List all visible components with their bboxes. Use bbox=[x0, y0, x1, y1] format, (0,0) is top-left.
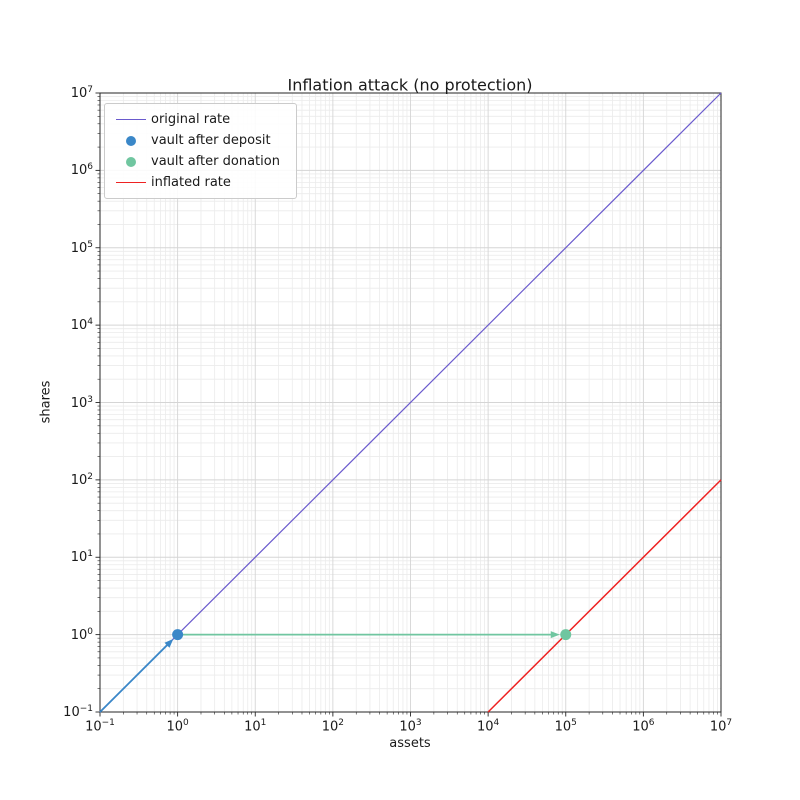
y-tick-label: 101 bbox=[70, 549, 93, 566]
legend-entry-inflated-rate: inflated rate bbox=[111, 172, 288, 193]
x-tick-label: 100 bbox=[166, 718, 189, 735]
y-axis-label: shares bbox=[38, 380, 54, 424]
y-tick-label: 103 bbox=[70, 394, 93, 411]
chart-title: Inflation attack (no protection) bbox=[287, 75, 533, 95]
x-tick-label: 106 bbox=[632, 718, 655, 735]
legend-dot-marker bbox=[111, 156, 151, 167]
y-tick-label: 107 bbox=[70, 84, 93, 102]
y-tick-label: 106 bbox=[70, 162, 93, 179]
legend-label: vault after deposit bbox=[151, 133, 271, 148]
y-tick-label: 10−1 bbox=[63, 703, 93, 721]
legend-label: original rate bbox=[151, 112, 231, 127]
y-tick-label: 100 bbox=[70, 626, 93, 643]
legend-entry-vault-after-deposit: vault after deposit bbox=[111, 130, 288, 151]
y-tick-label: 102 bbox=[70, 471, 93, 489]
legend-label: inflated rate bbox=[151, 175, 231, 190]
legend-label: vault after donation bbox=[151, 154, 280, 169]
x-tick-label: 102 bbox=[321, 718, 345, 735]
x-tick-label: 107 bbox=[709, 718, 733, 735]
legend-dot-marker bbox=[111, 135, 151, 146]
y-tick-label: 104 bbox=[70, 316, 93, 334]
legend-line-marker bbox=[111, 119, 151, 120]
x-tick-label: 101 bbox=[244, 718, 267, 735]
x-tick-label: 10−1 bbox=[85, 718, 115, 735]
legend: original rate vault after deposit vault … bbox=[104, 103, 297, 199]
x-tick-label: 105 bbox=[554, 718, 577, 735]
x-tick-label: 103 bbox=[399, 718, 422, 735]
x-axis-label: assets bbox=[389, 736, 431, 751]
legend-line-marker bbox=[111, 182, 151, 183]
y-tick-label: 105 bbox=[70, 239, 93, 256]
x-tick-label: 104 bbox=[476, 718, 500, 735]
legend-entry-vault-after-donation: vault after donation bbox=[111, 151, 288, 172]
legend-entry-original-rate: original rate bbox=[111, 109, 288, 130]
